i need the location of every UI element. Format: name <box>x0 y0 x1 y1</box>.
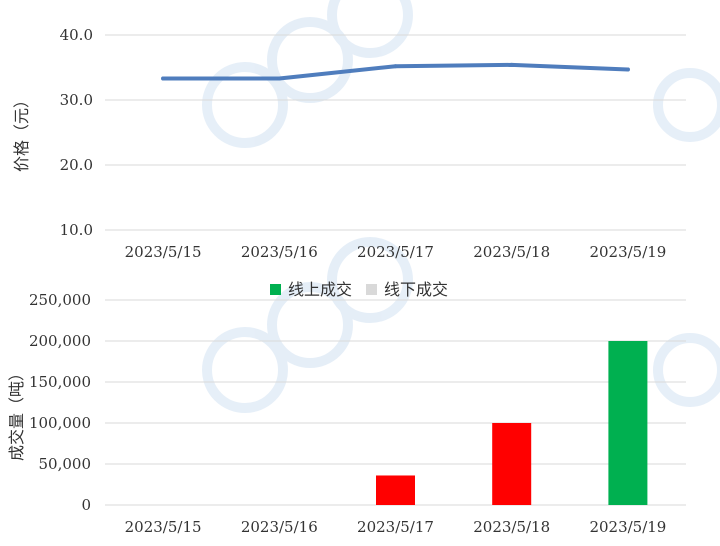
legend-swatch-online <box>270 284 281 295</box>
volume-gridlines <box>105 299 686 506</box>
volume-bar <box>376 475 415 505</box>
volume-y-tick-labels: 0 50,000 100,000 150,000 200,000 250,000 <box>29 291 91 514</box>
volume-bar-chart: 0 50,000 100,000 150,000 200,000 250,000 2023… <box>7 280 686 536</box>
volume-y-axis-label: 成交量（吨） <box>7 365 26 461</box>
volume-y-tick-label: 0 <box>81 496 91 514</box>
volume-y-tick-label: 250,000 <box>29 291 91 309</box>
volume-y-tick-label: 100,000 <box>29 414 91 432</box>
volume-bars <box>376 341 648 505</box>
price-x-tick-label: 2023/5/15 <box>125 243 202 261</box>
volume-x-tick-labels: 2023/5/15 2023/5/16 2023/5/17 2023/5/18 2023… <box>125 518 667 536</box>
price-y-tick-label: 20.0 <box>60 156 93 174</box>
price-x-tick-label: 2023/5/19 <box>589 243 666 261</box>
price-y-tick-label: 10.0 <box>60 221 93 239</box>
volume-y-tick-label: 200,000 <box>29 332 91 350</box>
volume-x-tick-label: 2023/5/17 <box>357 518 434 536</box>
legend-label-online: 线上成交 <box>288 280 352 299</box>
price-line-chart: 10.020.030.040.0 2023/5/15 2023/5/16 2023/… <box>12 26 686 261</box>
volume-x-tick-label: 2023/5/16 <box>241 518 318 536</box>
watermark-logo <box>202 0 720 413</box>
price-y-axis-label: 价格（元） <box>12 92 31 172</box>
price-point <box>625 67 630 72</box>
price-x-tick-label: 2023/5/17 <box>357 243 434 261</box>
volume-x-tick-label: 2023/5/19 <box>589 518 666 536</box>
price-series <box>161 62 630 81</box>
volume-y-tick-label: 50,000 <box>39 455 92 473</box>
legend-label-offline: 线下成交 <box>384 280 448 299</box>
price-y-tick-labels: 10.0 20.0 30.0 40.0 <box>60 26 93 239</box>
volume-x-tick-label: 2023/5/18 <box>473 518 550 536</box>
price-x-tick-labels: 2023/5/15 2023/5/16 2023/5/17 2023/5/18 2023… <box>125 243 667 261</box>
volume-bar <box>492 423 532 505</box>
price-point <box>161 76 166 81</box>
volume-legend: 线上成交 线下成交 <box>270 280 448 299</box>
volume-bar <box>608 341 648 505</box>
price-gridlines <box>105 34 686 231</box>
volume-x-tick-label: 2023/5/15 <box>125 518 202 536</box>
price-point <box>509 62 514 67</box>
price-point <box>393 64 398 69</box>
price-x-tick-label: 2023/5/16 <box>241 243 318 261</box>
price-point <box>277 76 282 81</box>
legend-swatch-offline <box>366 284 377 295</box>
volume-y-tick-label: 150,000 <box>29 373 91 391</box>
price-y-tick-label: 30.0 <box>60 91 93 109</box>
price-x-tick-label: 2023/5/18 <box>473 243 550 261</box>
price-y-tick-label: 40.0 <box>60 26 93 44</box>
